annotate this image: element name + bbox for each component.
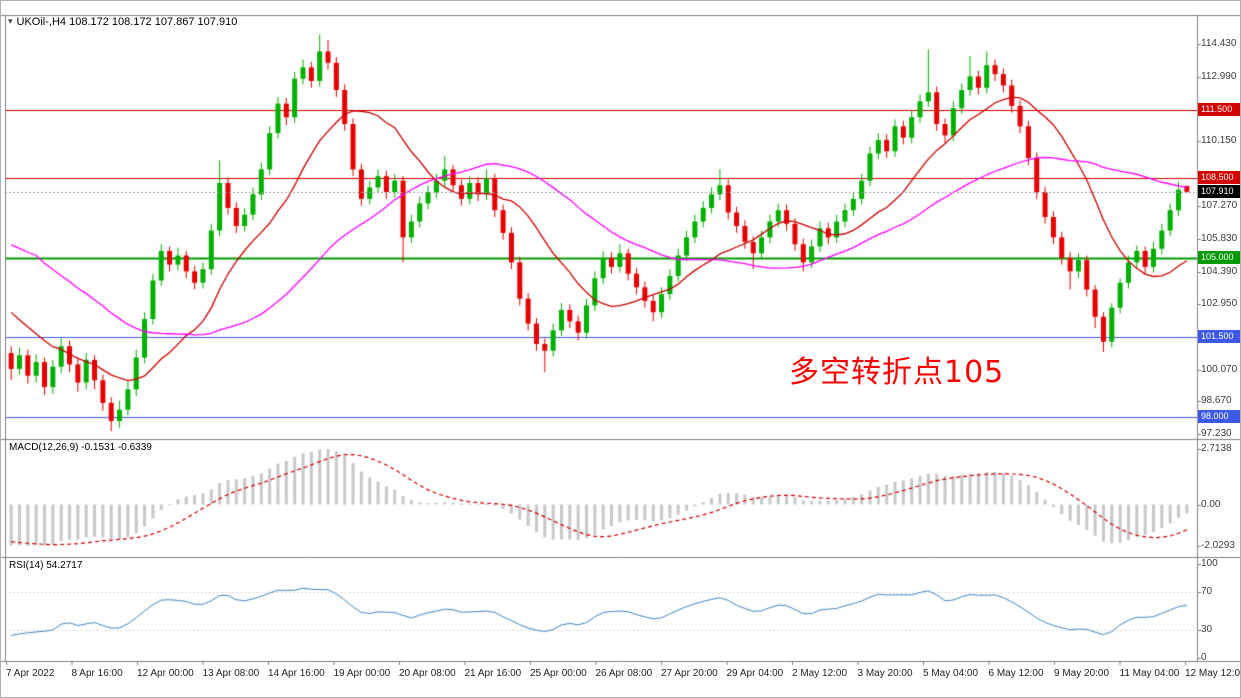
price-tick-label: 102.950 [1201, 298, 1238, 310]
price-tick-label: 114.430 [1201, 38, 1237, 49]
price-tick-label: 98.670 [1201, 395, 1232, 407]
chart-annotation[interactable]: 多空转折点105 [789, 355, 1005, 390]
level-price-badge: 98.000 [1198, 409, 1240, 423]
macd-tick-label: 0.00 [1201, 498, 1221, 510]
chart-title-text: UKOil-,H4 108.172 108.172 107.867 107.91… [16, 16, 238, 28]
level-price-badge: 105.000 [1198, 250, 1240, 264]
time-tick-label: 3 May 20:00 [857, 668, 913, 679]
time-tick-label: 27 Apr 20:00 [661, 668, 718, 679]
level-price-badge: 101.500 [1198, 330, 1240, 344]
time-tick-label: 5 May 04:00 [923, 668, 979, 679]
time-tick-label: 11 May 04:00 [1119, 668, 1180, 679]
time-tick-label: 19 Apr 00:00 [333, 668, 391, 679]
time-tick-label: 12 May 12:00 [1185, 668, 1241, 679]
macd-tick-label: -2.0293 [1201, 539, 1235, 551]
time-tick-label: 9 May 20:00 [1054, 668, 1110, 679]
time-tick-label: 6 May 12:00 [988, 668, 1044, 679]
level-price-badge: 111.500 [1198, 103, 1240, 117]
level-price-badge: 108.500 [1198, 171, 1240, 185]
price-tick-label: 105.830 [1201, 232, 1238, 244]
macd-tick-label: 2.7138 [1201, 443, 1232, 454]
price-tick-label: 104.390 [1201, 265, 1238, 277]
time-tick-label: 8 Apr 16:00 [71, 668, 123, 679]
time-tick-label: 14 Apr 16:00 [268, 668, 325, 679]
time-tick-label: 20 Apr 08:00 [399, 668, 456, 679]
time-tick-label: 12 Apr 00:00 [137, 668, 194, 679]
price-tick-label: 100.070 [1201, 363, 1238, 375]
rsi-header: RSI(14) 54.2717 [9, 560, 83, 571]
rsi-tick-label: 70 [1201, 586, 1213, 598]
macd-header: MACD(12,26,9) -0.1531 -0.6339 [9, 442, 152, 453]
time-tick-label: 7 Apr 2022 [6, 668, 55, 679]
time-tick-label: 13 Apr 08:00 [202, 668, 260, 679]
price-tick-label: 110.150 [1201, 135, 1237, 147]
time-tick-label: 21 Apr 16:00 [464, 668, 522, 679]
time-tick-label: 25 Apr 00:00 [530, 668, 587, 679]
time-tick-label: 26 Apr 08:00 [595, 668, 653, 679]
price-tick-label: 97.230 [1201, 427, 1232, 439]
rsi-tick-label: 30 [1201, 623, 1213, 635]
time-tick-label: 2 May 12:00 [792, 668, 848, 679]
collapse-arrow-icon[interactable]: ▾ [8, 16, 13, 26]
price-tick-label: 107.270 [1201, 200, 1238, 212]
chart-title: ▾ UKOil-,H4 108.172 108.172 107.867 107.9… [8, 16, 237, 28]
rsi-tick-label: 100 [1201, 558, 1218, 569]
rsi-tick-label: 0 [1201, 652, 1207, 663]
time-tick-label: 29 Apr 04:00 [726, 668, 784, 679]
current-price-badge: 107.910 [1198, 184, 1240, 198]
price-tick-label: 112.990 [1201, 70, 1237, 82]
